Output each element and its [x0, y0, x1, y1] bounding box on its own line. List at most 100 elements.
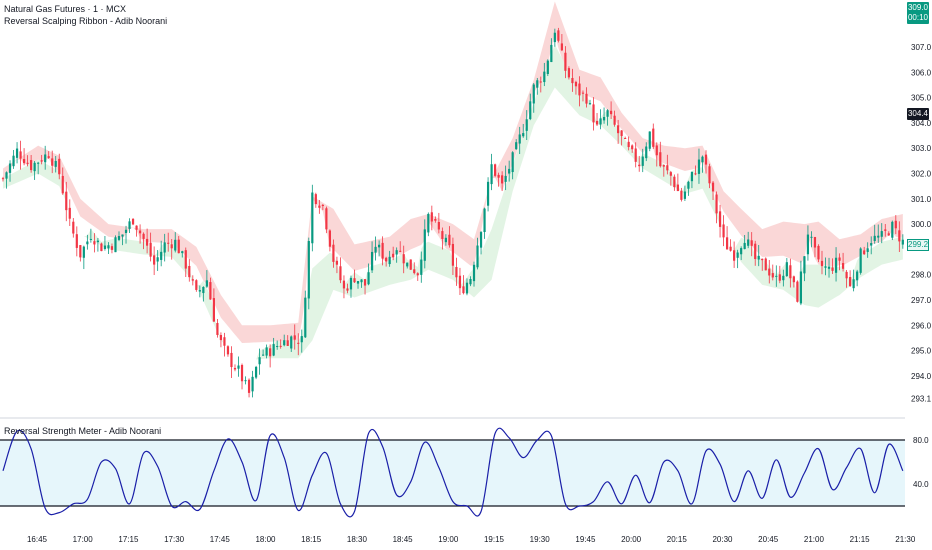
- oscillator-axis[interactable]: 80.0 40.0: [913, 436, 929, 489]
- candle-body: [219, 335, 223, 341]
- candle-body: [381, 242, 384, 259]
- candle-body: [409, 259, 412, 270]
- candle-body: [641, 156, 644, 166]
- candle-body: [272, 344, 275, 356]
- candle-body: [82, 246, 85, 258]
- price-tick-label: 300.0: [911, 220, 932, 229]
- candle-body: [149, 242, 152, 257]
- candle-body: [813, 237, 817, 248]
- price-axis[interactable]: 307.0 306.0 305.0 304.0 303.0 302.0 301.0 300.0…: [911, 43, 932, 404]
- candle-body: [810, 236, 813, 238]
- candle-body: [374, 246, 377, 253]
- indicator-ribbon-label[interactable]: Reversal Scalping Ribbon - Adib Noorani: [4, 16, 168, 26]
- candle-body: [704, 154, 708, 165]
- candle-body: [725, 237, 729, 250]
- candle-body: [40, 160, 43, 162]
- candle-body: [170, 244, 173, 249]
- oscillator-zone: [0, 440, 905, 506]
- price-tick-label: 298.0: [911, 271, 932, 280]
- candle-body: [785, 262, 788, 277]
- time-tick-label: 18:45: [393, 535, 414, 544]
- candlestick-series: [1, 27, 904, 398]
- candle-body: [363, 279, 367, 286]
- candle-body: [669, 172, 672, 176]
- price-tick-label: 303.0: [911, 144, 932, 153]
- candle-body: [434, 219, 437, 221]
- candle-body: [209, 282, 212, 300]
- candle-body: [223, 337, 226, 346]
- candle-body: [567, 68, 571, 78]
- time-tick-label: 17:00: [73, 535, 94, 544]
- candle-body: [894, 220, 897, 229]
- candle-body: [135, 225, 138, 230]
- candle-body: [754, 243, 757, 260]
- candle-body: [638, 164, 641, 167]
- candle-body: [852, 279, 855, 289]
- candle-body: [849, 276, 852, 287]
- candle-body: [782, 275, 785, 281]
- candle-body: [606, 110, 609, 117]
- candle-body: [174, 239, 177, 251]
- candle-body: [701, 156, 704, 163]
- price-tick-label: 306.0: [911, 68, 932, 77]
- candle-body: [293, 335, 296, 340]
- candle-body: [160, 251, 163, 260]
- candle-body: [423, 229, 426, 261]
- candle-body: [349, 277, 353, 290]
- candle-body: [107, 245, 110, 249]
- time-tick-label: 20:15: [667, 535, 688, 544]
- time-tick-label: 20:30: [712, 535, 733, 544]
- candle-body: [585, 93, 588, 104]
- price-tick-label: 296.0: [911, 321, 932, 330]
- candle-body: [124, 229, 128, 233]
- candle-body: [65, 191, 68, 211]
- candle-body: [750, 240, 753, 246]
- candle-body: [458, 275, 462, 289]
- candle-body: [58, 158, 61, 175]
- candle-body: [244, 380, 247, 382]
- candle-body: [332, 244, 335, 262]
- candle-body: [490, 164, 493, 185]
- candle-body: [142, 233, 145, 239]
- candle-body: [694, 173, 697, 175]
- candle-body: [539, 81, 542, 83]
- candle-body: [114, 237, 117, 253]
- candle-body: [662, 165, 665, 167]
- time-axis[interactable]: 16:45 17:00 17:15 17:30 17:45 18:00 18:15 18:30…: [27, 535, 916, 544]
- candle-body: [715, 194, 718, 214]
- candle-body: [297, 342, 300, 344]
- candle-body: [761, 258, 764, 261]
- candle-body: [19, 151, 22, 159]
- indicator-oscillator-label[interactable]: Reversal Strength Meter - Adib Noorani: [4, 426, 162, 436]
- candle-body: [501, 175, 504, 184]
- candle-body: [863, 250, 866, 255]
- candle-body: [775, 275, 778, 277]
- price-tick-label: 302.0: [911, 170, 932, 179]
- candle-body: [353, 278, 356, 283]
- candle-body: [89, 238, 92, 240]
- candle-body: [476, 245, 479, 268]
- candle-body: [335, 260, 339, 265]
- candle-body: [237, 365, 240, 369]
- candle-body: [96, 240, 100, 243]
- chart-title[interactable]: Natural Gas Futures · 1 · MCX: [4, 4, 127, 14]
- candle-body: [93, 241, 96, 245]
- candle-body: [722, 224, 725, 238]
- candle-body: [138, 230, 142, 234]
- bar-countdown: 00:10: [907, 13, 929, 22]
- candle-body: [269, 348, 272, 357]
- candle-body: [796, 281, 799, 302]
- candle-body: [680, 190, 683, 200]
- candle-body: [8, 163, 12, 173]
- candle-body: [455, 266, 458, 278]
- candle-body: [687, 181, 690, 189]
- candle-body: [427, 213, 430, 233]
- candle-body: [827, 266, 831, 269]
- candle-body: [564, 52, 567, 71]
- candle-body: [472, 264, 476, 282]
- candle-body: [546, 60, 549, 74]
- candle-body: [448, 234, 451, 246]
- candle-body: [325, 208, 328, 230]
- candle-body: [26, 162, 29, 164]
